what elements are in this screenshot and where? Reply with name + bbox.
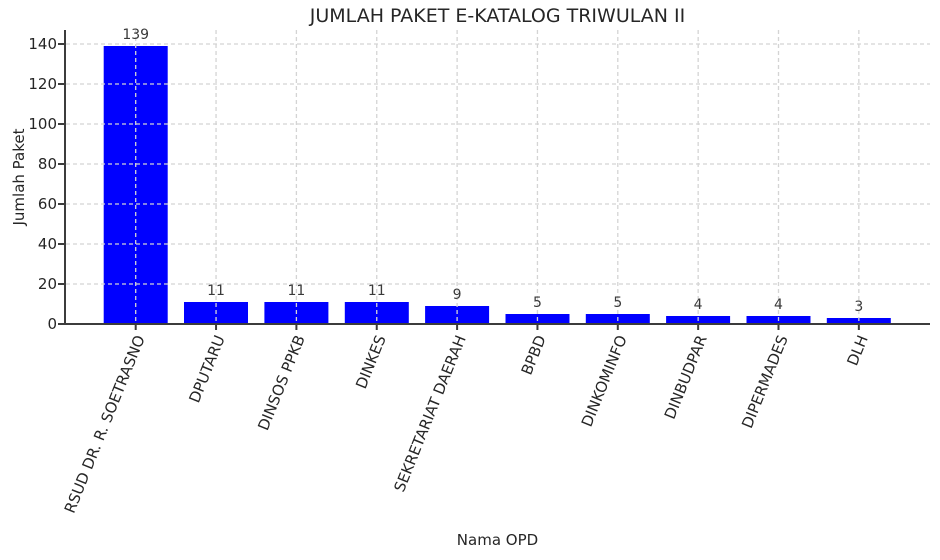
bar-value-label: 3 (854, 299, 864, 315)
y-tick-label: 80 (37, 155, 57, 173)
bar-SEKRETARIAT DAERAH (425, 306, 490, 324)
chart-title: JUMLAH PAKET E-KATALOG TRIWULAN II (309, 5, 686, 27)
y-tick-label: 120 (28, 75, 57, 93)
bar-value-label: 5 (613, 295, 623, 311)
bar-value-label: 11 (207, 283, 225, 299)
bar-value-label: 4 (774, 297, 783, 313)
y-tick-label: 140 (28, 35, 57, 53)
y-tick-label: 100 (28, 115, 57, 133)
y-tick-label: 20 (37, 275, 57, 293)
bar-value-label: 139 (122, 27, 150, 43)
bar-value-label: 11 (367, 283, 386, 299)
y-tick-label: 60 (37, 195, 57, 213)
bar-value-label: 4 (693, 297, 703, 313)
bar-value-label: 11 (287, 283, 306, 299)
x-axis-title: Nama OPD (456, 531, 539, 549)
bar-value-label: 9 (452, 287, 462, 303)
bar-DLH (826, 318, 891, 324)
bar-value-label: 5 (532, 295, 542, 311)
y-tick-label: 0 (47, 315, 57, 333)
y-tick-label: 40 (37, 235, 57, 253)
